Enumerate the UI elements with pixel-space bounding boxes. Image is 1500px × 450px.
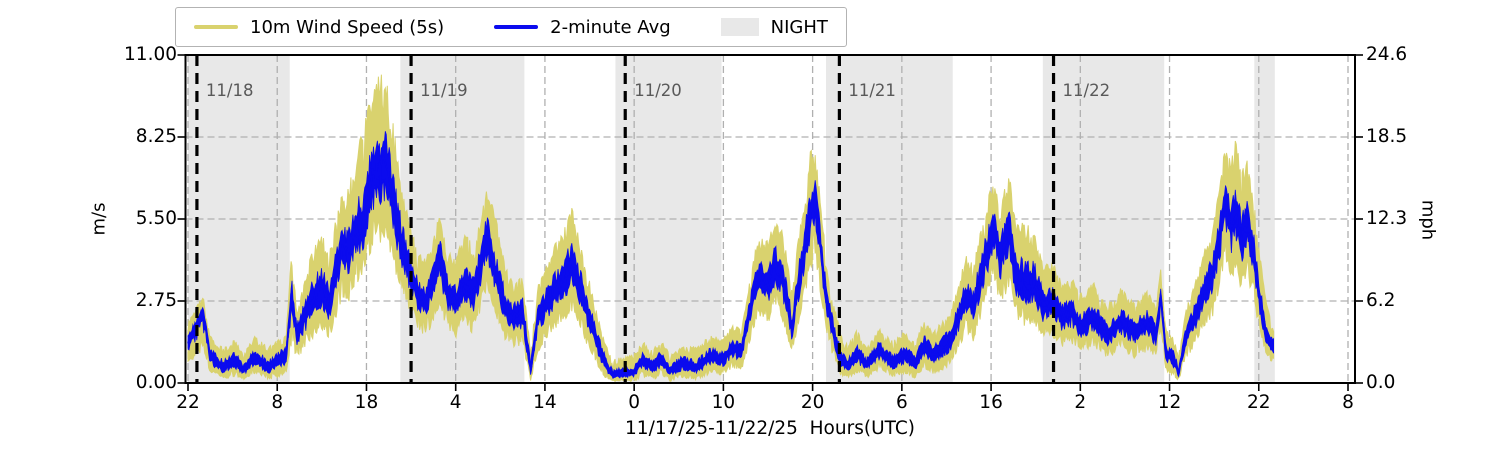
y-left-tick-label: 0.00 (135, 372, 177, 394)
legend-item-night: NIGHT (720, 16, 828, 38)
x-tick-label: 0 (628, 392, 641, 413)
x-tick-label: 10 (711, 392, 736, 413)
y-right-tick-label: 12.3 (1366, 208, 1408, 230)
x-tick-label: 8 (1342, 392, 1354, 413)
x-tick-label: 18 (354, 392, 379, 413)
x-tick-label: 12 (1157, 392, 1182, 413)
y-right-tick-label: 24.6 (1366, 44, 1408, 66)
y-right-tick-label: 18.5 (1366, 126, 1408, 148)
night-patch-swatch (720, 18, 759, 36)
x-tick-label: 22 (176, 392, 200, 413)
y-axis-right-title: mph (1417, 199, 1439, 241)
y-right-tick-label: 6.2 (1366, 290, 1396, 312)
day-boundary-label: 11/21 (848, 81, 896, 100)
x-tick-label: 2 (1074, 392, 1087, 413)
x-tick-label: 6 (895, 392, 908, 413)
y-left-tick-label: 11.00 (124, 44, 177, 66)
y-right-tick-label: 0.0 (1366, 372, 1396, 394)
y-left-tick-label: 8.25 (135, 126, 177, 148)
x-tick-label: 8 (271, 392, 284, 413)
legend-label-avg: 2-minute Avg (550, 16, 671, 38)
avg-wind-series-line (187, 154, 1275, 378)
day-boundary-label: 11/19 (420, 81, 468, 100)
day-boundary-label: 11/18 (205, 81, 254, 100)
legend-item-avg: 2-minute Avg (494, 17, 671, 38)
y-axis-left-title: m/s (88, 202, 110, 236)
legend: 10m Wind Speed (5s) 2-minute Avg NIGHT (175, 7, 847, 47)
x-tick-label: 22 (1246, 392, 1271, 413)
gust-line-swatch (194, 25, 238, 29)
x-tick-label: 20 (800, 392, 825, 413)
x-tick-label: 4 (449, 392, 462, 413)
x-tick-label: 16 (979, 392, 1003, 413)
day-boundary-label: 11/22 (1062, 81, 1111, 100)
avg-line-swatch (494, 25, 539, 29)
legend-label-night: NIGHT (770, 16, 828, 38)
day-boundary-label: 11/20 (634, 81, 682, 100)
y-left-tick-label: 5.50 (135, 208, 177, 230)
x-tick-label: 14 (533, 392, 557, 413)
legend-label-gust: 10m Wind Speed (5s) (250, 16, 445, 38)
y-left-tick-label: 2.75 (135, 290, 177, 312)
x-axis-title: 11/17/25-11/22/25 Hours(UTC) (625, 418, 915, 439)
legend-item-gust: 10m Wind Speed (5s) (194, 17, 444, 38)
